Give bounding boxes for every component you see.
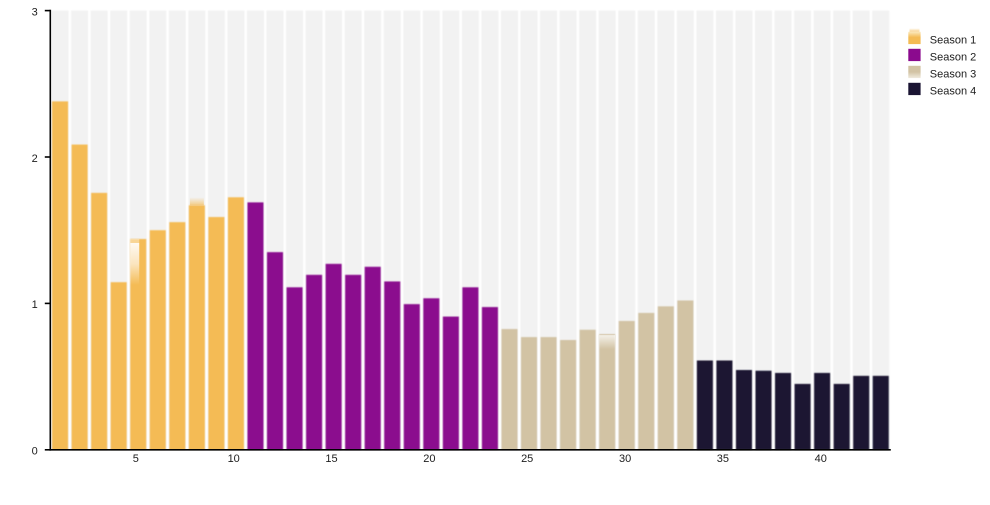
svg-text:0: 0 xyxy=(32,446,38,458)
svg-text:25: 25 xyxy=(521,453,533,465)
svg-text:Season 2: Season 2 xyxy=(930,52,976,64)
svg-text:Season 4: Season 4 xyxy=(930,86,976,98)
svg-text:10: 10 xyxy=(228,453,240,465)
svg-text:1: 1 xyxy=(32,299,38,311)
svg-text:15: 15 xyxy=(325,453,337,465)
svg-text:5: 5 xyxy=(133,453,139,465)
svg-text:20: 20 xyxy=(423,453,435,465)
svg-text:Season 1: Season 1 xyxy=(930,35,976,47)
svg-text:2: 2 xyxy=(32,153,38,165)
svg-text:35: 35 xyxy=(717,453,729,465)
svg-text:40: 40 xyxy=(815,453,827,465)
svg-text:30: 30 xyxy=(619,453,631,465)
svg-text:Season 3: Season 3 xyxy=(930,69,976,81)
svg-text:3: 3 xyxy=(32,6,38,18)
